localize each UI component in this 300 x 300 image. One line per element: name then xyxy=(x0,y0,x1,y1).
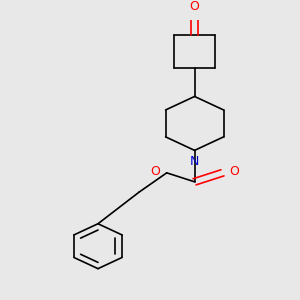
Text: N: N xyxy=(190,155,199,168)
Text: O: O xyxy=(229,165,239,178)
Text: O: O xyxy=(150,165,160,178)
Text: O: O xyxy=(190,0,200,13)
